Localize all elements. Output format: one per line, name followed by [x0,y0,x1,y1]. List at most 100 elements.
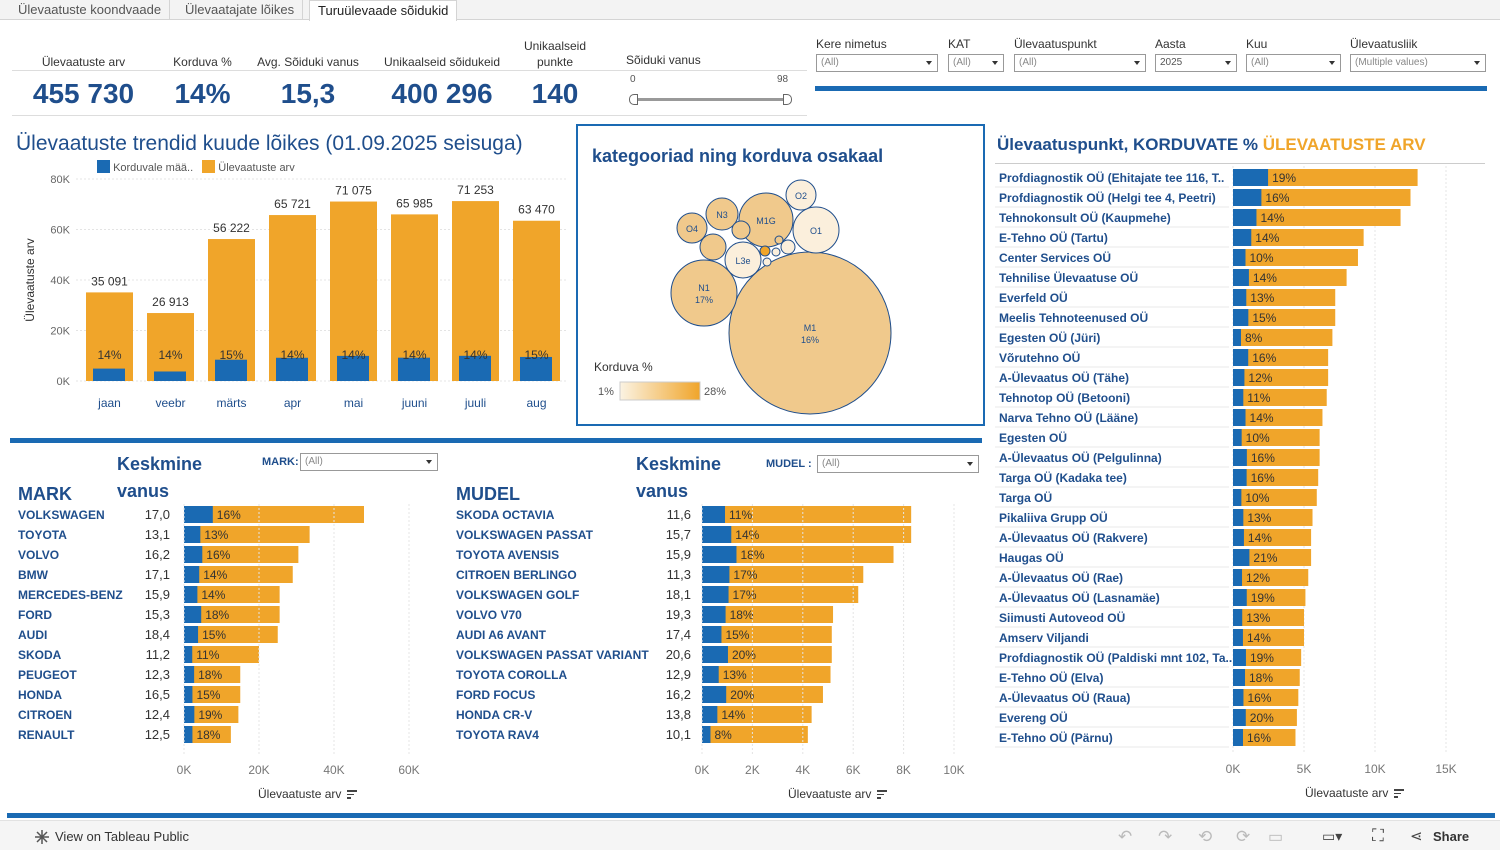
row-label: Meelis Tehnoteenused OÜ [999,310,1148,325]
chevron-down-icon [1474,61,1480,65]
bubble-small[interactable] [759,245,771,257]
mark-vanus: vanus [117,481,170,501]
slider-handle-min[interactable] [629,94,638,105]
legend-label: Korduvale mää.. [113,162,194,174]
bubble-small[interactable] [774,235,784,245]
kat-dropdown[interactable]: (All) [948,54,1004,72]
bar-repeat [1233,469,1247,486]
sort-icon[interactable] [877,790,888,799]
fullscreen-icon[interactable]: ⛶ [1372,826,1384,845]
bar-total [702,726,808,743]
row-age: 12,4 [145,707,170,722]
aasta-dropdown[interactable]: 2025 [1155,54,1237,72]
slider-handle-max[interactable] [783,94,792,105]
tab-ulevaatajad[interactable]: Ülevaatajate lõikes [177,0,304,20]
xlabel-text: Ülevaatuste arv [788,787,872,801]
row-age: 17,0 [145,507,170,522]
bar-pct-label: 18% [196,728,220,742]
sort-icon[interactable] [347,790,358,799]
bubble-n1[interactable] [670,259,738,327]
row-label: Targa OÜ (Kadaka tee) [999,470,1127,485]
bar-total [184,606,280,623]
bubble-n3[interactable] [705,197,739,231]
bubble-o4[interactable] [676,212,708,244]
pause-icon[interactable]: ▭ [1268,829,1284,846]
x-tick-label: märts [217,396,247,410]
share-icon[interactable]: ⋖ [1410,828,1423,845]
bar-total [1233,269,1347,286]
legend-gradient [619,381,701,401]
kuu-dropdown[interactable]: (All) [1246,54,1341,72]
row-age: 11,6 [667,507,691,522]
share-button[interactable]: Share [1433,829,1470,844]
download-icon[interactable]: ▭▾ [1322,828,1343,844]
row-age: 16,2 [666,687,691,702]
dropdown-value: (All) [1251,57,1269,68]
bubble-o2[interactable] [785,179,817,211]
bubble-small[interactable] [731,220,751,240]
bar-pct-label: 11% [729,508,752,522]
x-tick-label: 40K [323,763,344,777]
bar-total [1233,589,1306,606]
bar-repeat [154,371,186,381]
row-label: E-Tehno OÜ (Tartu) [999,230,1108,245]
bubble-label: O2 [795,191,807,201]
legend-swatch-orange [202,160,216,173]
row-age: 18,4 [145,627,170,642]
ulevaatusliik-dropdown[interactable]: (Multiple values) [1350,54,1486,72]
row-age: 18,1 [666,587,691,602]
bar-repeat [184,586,198,603]
refresh-icon[interactable]: ⟳ [1236,827,1251,846]
row-label: Profdiagnostik OÜ (Helgi tee 4, Peetri) [999,190,1216,205]
bar-pct-label: 8% [1245,331,1263,345]
mudel-dropdown[interactable]: (All) [817,455,979,473]
tab-koondvaade[interactable]: Ülevaatuste koondvaade [10,0,171,20]
bar-repeat [702,506,726,523]
row-label: Everfeld OÜ [999,290,1068,305]
bar-total [452,201,499,381]
bar-pct-label: 10% [1249,251,1273,265]
bar-repeat [1233,709,1246,726]
filter-label: Kere nimetus [816,37,887,51]
bubble-small[interactable] [771,247,781,257]
bubble-chart: M1 16% N1 17% M1G O1 N3 O4 O2 L3e Korduv… [594,179,892,415]
row-label: Tehnokonsult OÜ (Kaupmehe) [999,210,1171,225]
bar-total [1233,549,1312,566]
bar-total [1233,289,1336,306]
bubble-l3e[interactable] [724,241,762,279]
bubble-o1[interactable] [792,206,840,254]
tab-bar: Ülevaatuste koondvaade Ülevaatajate lõik… [0,0,1500,21]
punkt-dropdown[interactable]: (All) [1014,54,1146,72]
filter-label: Ülevaatusliik [1350,37,1418,51]
row-label: TOYOTA COROLLA [456,668,567,682]
bubble-label: L3e [735,256,750,266]
bar-total [184,706,239,723]
row-label: Tehnotop OÜ (Betooni) [999,390,1130,405]
bar-total [1233,489,1317,506]
bar-pct-label: 19% [1250,651,1274,665]
view-on-tableau-link[interactable]: View on Tableau Public [55,829,189,844]
bubble-pct: 16% [801,335,819,345]
undo-icon[interactable]: ↶ [1118,827,1133,846]
mark-dropdown[interactable]: (All) [300,453,438,471]
bar-total [330,201,377,381]
chevron-down-icon [1225,61,1231,65]
bar-pct-label: 15% [219,348,243,362]
redo-icon[interactable]: ↷ [1158,827,1173,846]
bubble-small[interactable] [780,239,796,255]
kpi-value: 15,3 [280,78,336,109]
kere-dropdown[interactable]: (All) [816,54,938,72]
tab-turuulevaade[interactable]: Turuülevaade sõidukid [309,0,458,21]
bar-pct-label: 12% [1248,371,1272,385]
bar-repeat [1233,209,1257,226]
bar-repeat [702,566,730,583]
bar-pct-label: 14% [1253,271,1277,285]
bar-repeat [702,666,719,683]
bar-pct-label: 19% [198,708,222,722]
row-age: 16,2 [145,547,170,562]
bubble-small[interactable] [699,233,727,261]
sort-icon[interactable] [1394,789,1405,798]
bubble-small[interactable] [762,257,772,267]
revert-icon[interactable]: ⟲ [1198,827,1213,846]
bubble-m1[interactable] [728,251,892,415]
